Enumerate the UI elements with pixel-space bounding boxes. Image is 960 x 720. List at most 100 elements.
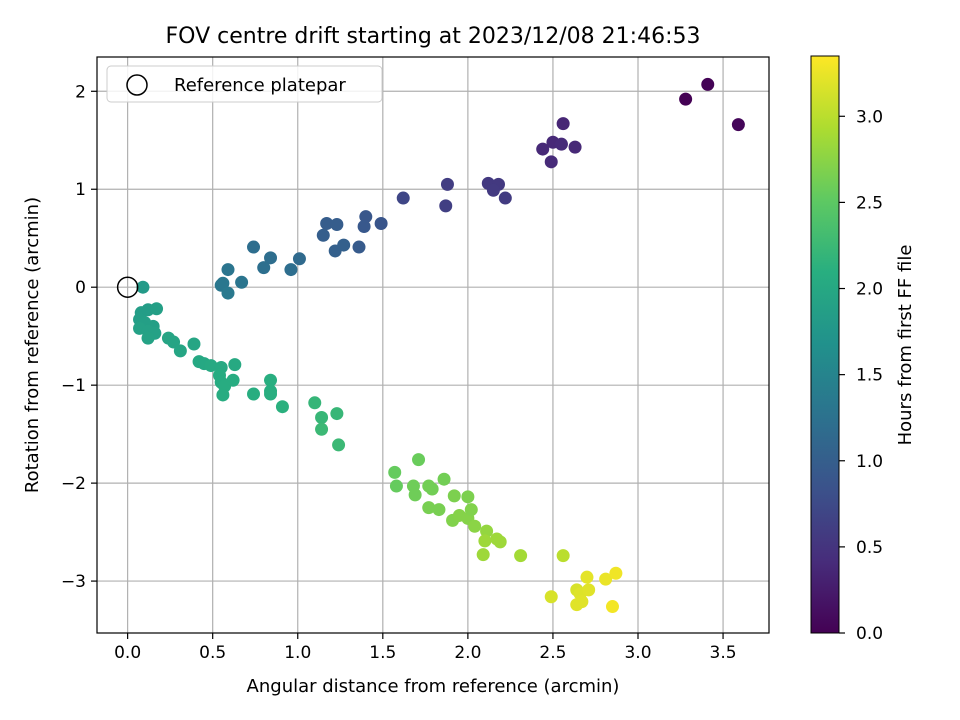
y-tick-label: 1 <box>75 180 86 200</box>
data-point <box>422 501 436 515</box>
data-point <box>440 177 454 191</box>
data-point <box>173 344 187 358</box>
data-point <box>731 118 745 132</box>
data-point <box>264 251 278 265</box>
data-point <box>275 400 289 414</box>
data-point <box>221 286 235 300</box>
data-point <box>447 489 461 503</box>
chart-title: FOV centre drift starting at 2023/12/08 … <box>166 24 701 49</box>
data-point <box>332 438 346 452</box>
data-point <box>464 503 478 517</box>
y-tick-label: −2 <box>61 474 86 494</box>
colorbar-tick-label: 0.5 <box>856 538 883 558</box>
data-point <box>320 217 334 231</box>
x-tick-label: 1.5 <box>369 643 396 663</box>
data-point <box>226 373 240 387</box>
data-point <box>257 261 271 275</box>
data-point <box>247 240 261 254</box>
x-tick-label: 1.0 <box>284 643 311 663</box>
data-point <box>605 600 619 614</box>
data-point <box>357 219 371 233</box>
data-point <box>247 387 261 401</box>
data-point <box>536 142 550 156</box>
data-point <box>389 479 403 493</box>
x-tick-label: 0.5 <box>199 643 226 663</box>
data-point <box>556 549 570 563</box>
data-point <box>221 263 235 277</box>
y-tick-label: 0 <box>75 278 86 298</box>
data-point <box>478 534 492 548</box>
data-point <box>461 490 475 504</box>
colorbar-label: Hours from first FF file <box>895 245 916 446</box>
data-point <box>359 210 373 224</box>
data-point <box>544 155 558 169</box>
data-point <box>476 548 490 562</box>
scatter-points <box>133 77 745 614</box>
data-point <box>216 276 230 290</box>
data-point <box>437 472 451 486</box>
data-point <box>315 422 329 436</box>
plot-frame <box>96 56 770 634</box>
data-point <box>568 140 582 154</box>
x-tick-label: 0.0 <box>114 643 141 663</box>
data-point <box>328 244 342 258</box>
data-point <box>679 92 693 106</box>
colorbar-tick-label: 1.5 <box>856 366 883 386</box>
data-point <box>141 331 155 345</box>
data-point <box>582 583 596 597</box>
x-tick-label: 2.5 <box>539 643 566 663</box>
data-point <box>556 117 570 131</box>
colorbar-tick-label: 0.0 <box>856 624 883 644</box>
x-axis-label: Angular distance from reference (arcmin) <box>247 676 620 697</box>
data-point <box>486 183 500 197</box>
data-point <box>580 570 594 584</box>
data-point <box>388 465 402 479</box>
y-tick-label: −3 <box>61 572 86 592</box>
x-axis-ticks: 0.0 0.5 1.0 1.5 2.0 2.5 3.0 3.5 <box>114 633 737 663</box>
data-point <box>554 137 568 151</box>
data-point <box>330 218 344 232</box>
colorbar-tick-label: 3.0 <box>856 107 883 127</box>
data-point <box>498 191 512 205</box>
data-point <box>308 396 322 410</box>
data-point <box>412 453 426 467</box>
data-point <box>544 590 558 604</box>
legend-reference-marker <box>126 74 148 96</box>
data-point <box>352 240 366 254</box>
colorbar-gradient <box>810 55 840 634</box>
data-point <box>514 549 528 563</box>
data-point <box>235 275 249 289</box>
x-tick-label: 3.5 <box>710 643 737 663</box>
data-point <box>439 199 453 213</box>
data-point <box>150 302 164 316</box>
y-tick-label: 2 <box>75 82 86 102</box>
data-point <box>136 280 150 294</box>
data-point <box>480 524 494 538</box>
data-point <box>468 519 482 533</box>
y-axis-ticks: 2 1 0 −1 −2 −3 <box>61 82 97 592</box>
colorbar: 0.0 0.5 1.0 1.5 2.0 2.5 3.0 Hours from first F… <box>810 55 916 644</box>
data-point <box>292 252 306 266</box>
data-point <box>284 263 298 277</box>
data-point <box>374 217 388 231</box>
data-point <box>493 535 507 549</box>
x-tick-label: 2.0 <box>454 643 481 663</box>
data-point <box>408 488 422 502</box>
data-point <box>216 388 230 402</box>
x-tick-label: 3.0 <box>624 643 651 663</box>
reference-platepar-marker <box>116 276 139 298</box>
data-point <box>316 228 330 242</box>
data-point <box>432 503 446 517</box>
colorbar-tick-label: 1.0 <box>856 452 883 472</box>
y-axis-label: Rotation from reference (arcmin) <box>22 197 43 493</box>
legend: Reference platepar <box>106 65 383 103</box>
legend-box <box>106 65 383 103</box>
data-point <box>609 566 623 580</box>
data-point <box>187 337 201 351</box>
data-point <box>575 595 589 609</box>
data-point <box>315 410 329 424</box>
data-point <box>228 358 242 372</box>
colorbar-ticks: 0.0 0.5 1.0 1.5 2.0 2.5 3.0 <box>839 107 883 644</box>
data-point <box>167 335 181 349</box>
